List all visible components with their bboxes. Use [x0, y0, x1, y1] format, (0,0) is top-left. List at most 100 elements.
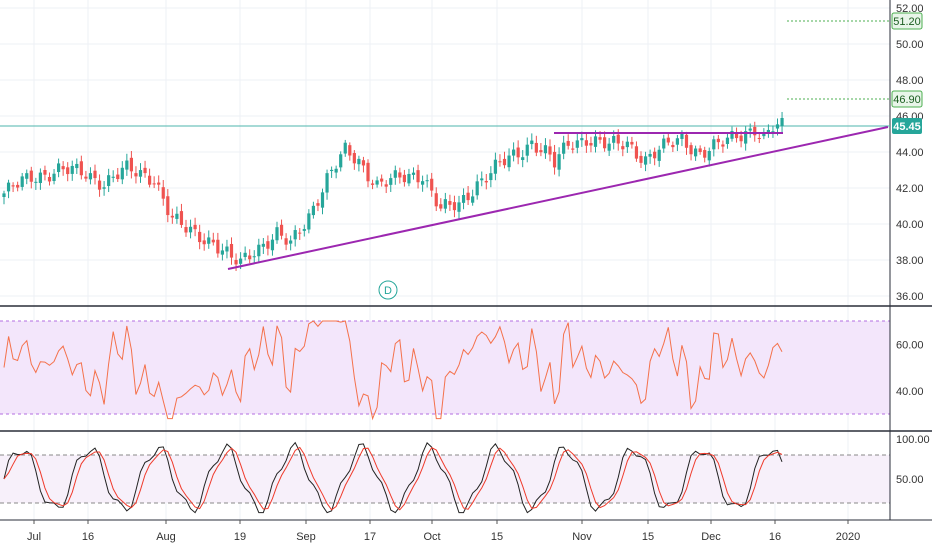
- candle-body: [234, 259, 238, 265]
- candle-body: [34, 181, 38, 183]
- candle-body: [384, 184, 388, 187]
- candle-body: [70, 165, 74, 174]
- candle-body: [129, 157, 133, 172]
- price-tick-label: 36.00: [896, 291, 924, 303]
- candle-body: [157, 182, 161, 185]
- candle-body: [662, 138, 666, 149]
- time-axis[interactable]: Jul 16 Aug 19 Sep 17 Oct 15 Nov 15 Dec 16 2020: [27, 520, 860, 543]
- candle-body: [757, 137, 761, 139]
- candle-body: [243, 252, 247, 258]
- dividend-marker[interactable]: [378, 280, 398, 300]
- candle-body: [175, 213, 179, 219]
- candle-body: [202, 240, 206, 245]
- candle-body: [712, 139, 716, 150]
- candle-body: [780, 117, 784, 126]
- candle-body: [434, 193, 438, 207]
- candle-body: [220, 250, 224, 255]
- stoch-tick-label: 100.00: [896, 434, 930, 446]
- candle-body: [2, 193, 6, 197]
- candle-body: [161, 187, 165, 199]
- candle-body: [516, 147, 520, 158]
- candle-body: [416, 170, 420, 183]
- candle-body: [580, 138, 584, 141]
- candle-body: [20, 176, 24, 187]
- candle-body: [111, 176, 115, 178]
- candle-body: [684, 134, 689, 148]
- candle-body: [143, 167, 147, 174]
- candle-body: [152, 183, 156, 185]
- candle-body: [52, 173, 56, 182]
- candle-body: [239, 258, 243, 264]
- candle-body: [275, 227, 279, 241]
- candle-body: [493, 159, 497, 174]
- candle-body: [61, 166, 65, 170]
- candle-body: [621, 146, 625, 150]
- candle-body: [134, 173, 138, 177]
- candle-body: [107, 175, 111, 186]
- candle-body: [302, 229, 306, 231]
- price-axis[interactable]: 36.0038.0040.0042.0044.0046.0048.0050.00…: [896, 3, 924, 303]
- candle-body: [548, 146, 552, 155]
- candle-body: [293, 230, 297, 240]
- candle-body: [170, 215, 174, 218]
- candle-body: [284, 238, 288, 245]
- candle-body: [11, 185, 15, 187]
- candle-body: [716, 138, 720, 143]
- candle-body: [448, 201, 452, 205]
- price-tick-label: 50.00: [896, 39, 924, 51]
- stoch-band: [0, 455, 890, 503]
- candle-body: [266, 241, 270, 249]
- candle-body: [29, 170, 33, 182]
- candle-body: [148, 175, 152, 185]
- time-tick-label: 16: [82, 531, 94, 543]
- candle-body: [316, 203, 320, 206]
- stoch-tick-label: 50.00: [896, 474, 924, 486]
- candle-body: [352, 153, 356, 164]
- candle-body: [97, 180, 102, 190]
- target-mid-label: 46.90: [893, 94, 921, 106]
- time-tick-label: 17: [364, 531, 376, 543]
- support-trendline[interactable]: [227, 126, 889, 270]
- candle-body: [184, 227, 188, 233]
- candle-body: [125, 160, 129, 170]
- candle-body: [771, 131, 775, 133]
- last-price-label: 45.45: [893, 121, 921, 133]
- candle-body: [643, 156, 648, 165]
- candle-body: [698, 148, 702, 152]
- candle-body: [411, 172, 416, 175]
- candle-body: [766, 129, 770, 134]
- candle-body: [366, 162, 370, 182]
- candle-body: [289, 240, 293, 244]
- candle-body: [325, 173, 329, 193]
- rsi-band: [0, 321, 890, 414]
- candle-body: [734, 132, 739, 139]
- candle-body: [452, 202, 457, 211]
- time-tick-label: 15: [491, 531, 503, 543]
- rsi-line: [3, 320, 783, 421]
- candle-body: [666, 137, 670, 143]
- candle-body: [198, 231, 202, 243]
- candle-body: [680, 133, 684, 139]
- candle-body: [502, 158, 507, 166]
- candle-body: [179, 211, 184, 225]
- candle-body: [703, 150, 707, 158]
- time-tick-label: 2020: [836, 531, 860, 543]
- candle-body: [380, 178, 384, 182]
- time-tick-label: Oct: [423, 531, 440, 543]
- candle-body: [571, 148, 575, 150]
- time-tick-label: Dec: [701, 531, 721, 543]
- candle-body: [461, 195, 466, 203]
- candle-body: [375, 180, 379, 185]
- candle-body: [616, 134, 620, 144]
- candlestick-series: [2, 111, 784, 271]
- dividend-marker-label: D: [384, 285, 392, 297]
- candle-body: [562, 142, 566, 154]
- candle-body: [66, 167, 70, 175]
- candle-body: [79, 161, 83, 176]
- candle-body: [744, 131, 748, 144]
- candle-body: [311, 205, 315, 216]
- price-tick-label: 38.00: [896, 255, 924, 267]
- candle-body: [84, 176, 88, 179]
